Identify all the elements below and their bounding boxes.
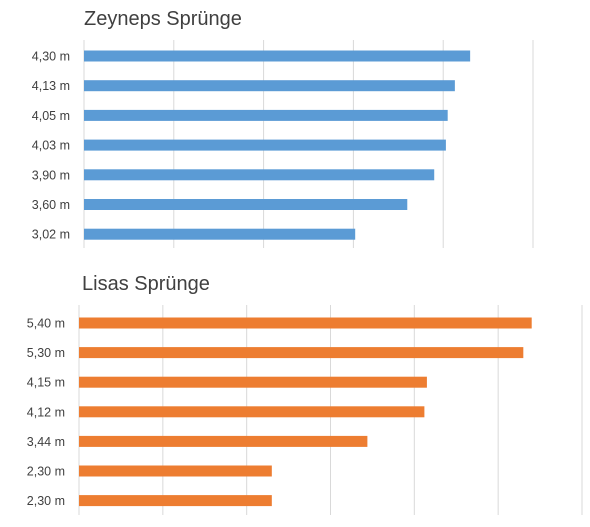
bar (84, 139, 446, 151)
category-label: 3,02 m (32, 228, 70, 242)
bar (79, 435, 368, 447)
bar (84, 50, 471, 62)
category-label: 4,03 m (32, 139, 70, 153)
category-label: 4,05 m (32, 109, 70, 123)
bar (84, 109, 448, 121)
category-label: 5,40 m (27, 317, 65, 331)
category-label: 5,30 m (27, 346, 65, 360)
bar (79, 376, 427, 388)
category-label: 3,90 m (32, 168, 70, 182)
bar (79, 465, 272, 477)
chart-title: Zeyneps Sprünge (84, 8, 242, 30)
bar (79, 406, 425, 418)
bar (79, 495, 272, 507)
chart-title: Lisas Sprünge (82, 273, 210, 295)
bar (84, 80, 455, 92)
bar-chart-zeynep: 4,30 m 4,13 m 4,05 m 4,03 m 3,90 m 3,60 m 3,02… (32, 40, 534, 248)
bar (79, 347, 524, 359)
bar (84, 199, 408, 210)
category-label: 4,30 m (32, 50, 70, 64)
bar (84, 228, 356, 240)
bar (84, 169, 435, 181)
category-label: 4,12 m (27, 405, 65, 419)
category-label: 4,15 m (27, 376, 65, 390)
category-label: 2,30 m (27, 465, 65, 479)
category-label: 4,13 m (32, 79, 70, 93)
category-label: 2,30 m (27, 494, 65, 508)
category-label: 3,44 m (27, 435, 65, 449)
bar (79, 317, 532, 329)
category-label: 3,60 m (32, 198, 70, 212)
